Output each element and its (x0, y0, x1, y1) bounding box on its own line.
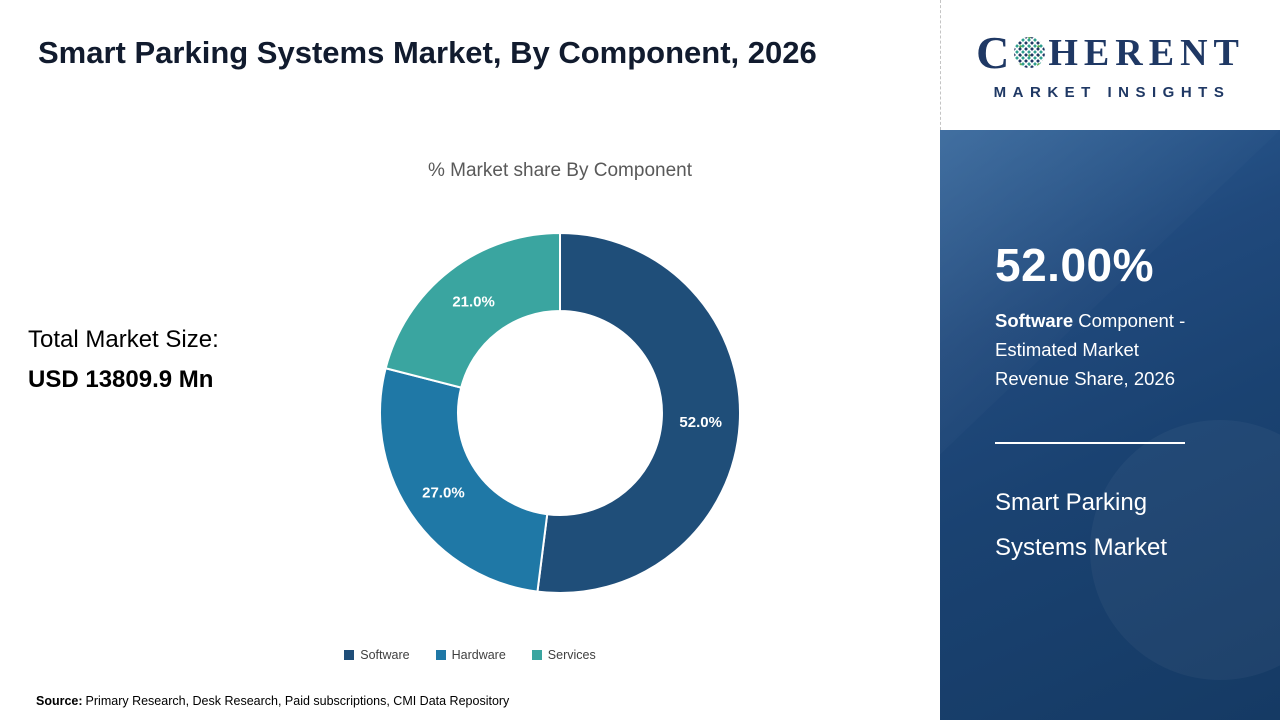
donut-chart-svg: 52.0% 27.0% 21.0% (379, 231, 741, 594)
page-title: Smart Parking Systems Market, By Compone… (38, 35, 817, 70)
legend-label-software: Software (360, 648, 410, 662)
globe-icon (1014, 37, 1046, 68)
market-name-line1: Smart Parking (995, 488, 1148, 516)
market-name-line2: Systems Market (995, 534, 1168, 562)
legend-item-hardware: Hardware (435, 648, 506, 662)
legend-swatch-software (344, 650, 355, 660)
brand-logo-tagline: MARKET INSIGHTS (993, 83, 1231, 101)
legend-swatch-hardware (435, 650, 446, 660)
donut-slice-services (384, 231, 561, 389)
total-market-value: USD 13809.9 Mn (28, 366, 214, 393)
source-note: Source: Primary Research, Desk Research, … (36, 694, 509, 708)
source-text: Primary Research, Desk Research, Paid su… (85, 694, 510, 708)
stat-description-rest: Component - Estimated Market Revenue Sha… (995, 310, 1186, 390)
brand-logo-wordmark: C HERENT (976, 26, 1245, 78)
source-label: Source: (36, 694, 83, 708)
chart-legend: Software Hardware Services (0, 648, 940, 662)
stat-value: 52.00% (995, 239, 1155, 291)
donut-slice-software (536, 231, 741, 594)
total-market-block: Total Market Size: USD 13809.9 Mn (28, 326, 219, 394)
slice-label-hardware: 27.0% (422, 484, 465, 501)
right-panel: C HERENT MARKET INSIGHTS 52.00% Software … (940, 0, 1280, 720)
total-market-label: Total Market Size: (28, 326, 219, 353)
panel-divider (995, 441, 1185, 444)
logo-letter-c: C (976, 26, 1012, 78)
market-name: Smart Parking Systems Market (995, 480, 1240, 571)
legend-label-hardware: Hardware (451, 648, 506, 662)
stat-description-bold: Software (995, 310, 1074, 331)
legend-item-software: Software (344, 648, 410, 662)
slice-label-software: 52.0% (679, 414, 722, 431)
legend-item-services: Services (531, 648, 596, 662)
logo-rest: HERENT (1048, 31, 1245, 74)
highlight-panel: 52.00% Software Component - Estimated Ma… (940, 130, 1280, 720)
legend-label-services: Services (547, 648, 596, 662)
donut-slice-hardware (379, 367, 549, 593)
highlight-panel-content: 52.00% Software Component - Estimated Ma… (940, 130, 1280, 571)
donut-chart: 52.0% 27.0% 21.0% (375, 228, 745, 598)
legend-swatch-services (531, 650, 542, 660)
brand-logo: C HERENT MARKET INSIGHTS (940, 0, 1280, 130)
slice-label-services: 21.0% (452, 294, 495, 311)
chart-subtitle: % Market share By Component (427, 160, 692, 181)
stat-description: Software Component - Estimated Market Re… (995, 306, 1210, 394)
